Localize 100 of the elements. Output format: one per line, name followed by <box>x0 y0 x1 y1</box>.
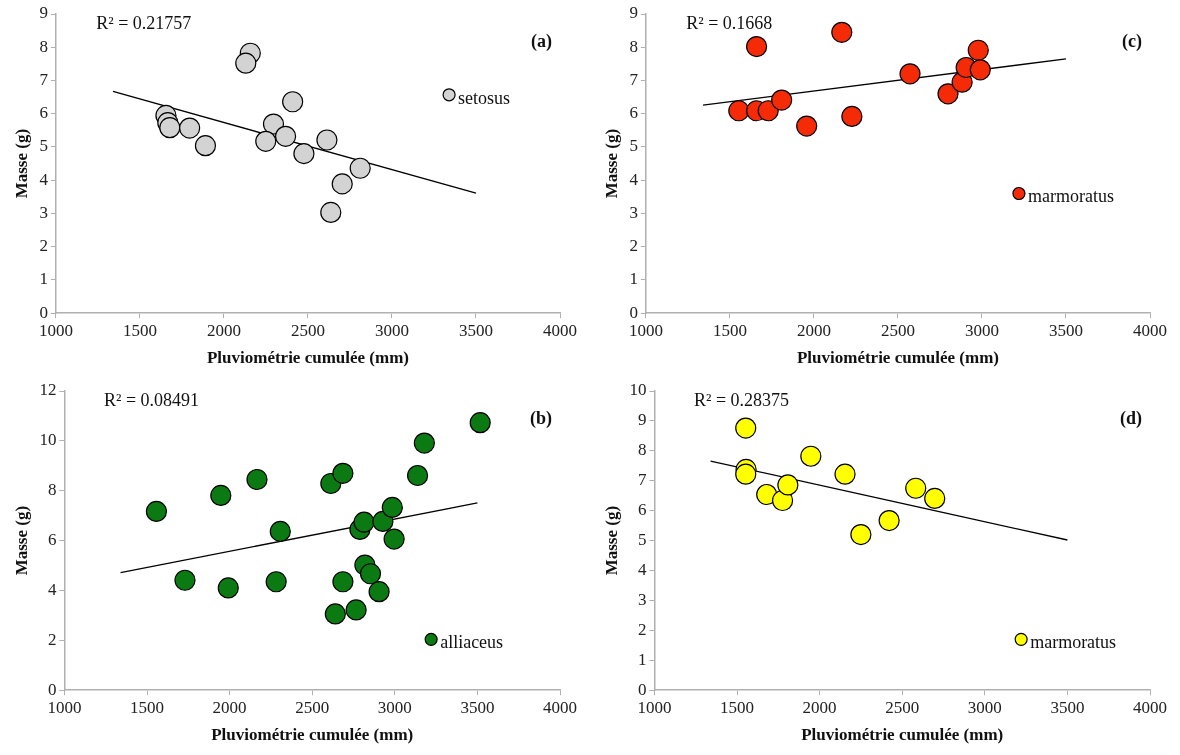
point <box>969 59 991 81</box>
y-tick-label: 0 <box>47 679 57 699</box>
x-axis-title: Pluviométrie cumulée (mm) <box>211 725 414 745</box>
y-tick-label: 10 <box>39 430 57 450</box>
point <box>179 117 201 139</box>
x-tick-label: 1500 <box>122 320 157 340</box>
point <box>194 135 217 157</box>
point <box>834 463 856 485</box>
y-tick-label: 8 <box>47 480 57 500</box>
point <box>359 563 382 585</box>
x-tick-label: 3500 <box>460 697 495 717</box>
y-axis-title: Masse (g) <box>601 128 621 199</box>
point <box>320 201 342 224</box>
point <box>332 571 354 593</box>
point <box>905 477 927 499</box>
annotation: (d) <box>1120 407 1142 429</box>
annotation: R² = 0.1668 <box>686 12 773 33</box>
y-tick-label: 8 <box>629 36 638 56</box>
x-tick-label: 3000 <box>374 320 409 340</box>
point <box>850 524 872 546</box>
point <box>878 509 900 532</box>
y-tick-label: 4 <box>637 559 647 579</box>
annotation: R² = 0.28375 <box>694 389 790 410</box>
y-tick-label: 1 <box>39 269 48 289</box>
point <box>159 117 181 139</box>
point <box>349 157 371 179</box>
legend-label: marmoratus <box>1030 632 1117 653</box>
y-axis-title: Masse (g) <box>601 505 621 576</box>
y-tick-label: 7 <box>629 69 639 89</box>
y-tick-label: 6 <box>39 103 48 123</box>
y-tick-label: 7 <box>637 470 647 490</box>
x-tick-label: 2000 <box>212 697 247 717</box>
point <box>735 463 757 485</box>
y-tick-label: 3 <box>629 202 638 222</box>
x-tick-label: 3500 <box>1048 320 1083 340</box>
y-tick-label: 10 <box>629 380 647 400</box>
point <box>800 445 822 467</box>
x-axis-title: Pluviométrie cumulée (mm) <box>206 348 409 368</box>
annotation: R² = 0.21757 <box>96 12 192 33</box>
x-axis-title: Pluviométrie cumulée (mm) <box>801 725 1004 745</box>
point <box>210 484 232 507</box>
point <box>924 487 946 510</box>
point <box>345 599 367 621</box>
point <box>796 115 818 137</box>
x-tick-label: 3000 <box>967 697 1002 717</box>
annotation: (c) <box>1122 30 1142 52</box>
x-tick-label: 4000 <box>1133 697 1167 717</box>
y-tick-label: 6 <box>629 103 638 123</box>
y-tick-label: 2 <box>637 619 647 639</box>
point <box>735 417 757 439</box>
x-tick-label: 4000 <box>543 320 577 340</box>
point <box>293 143 315 165</box>
point <box>255 130 277 152</box>
point <box>383 528 405 550</box>
y-tick-label: 0 <box>39 302 48 322</box>
y-tick-label: 4 <box>47 579 57 599</box>
y-tick-label: 12 <box>39 380 57 400</box>
y-tick-label: 8 <box>637 440 647 460</box>
legend-label: marmoratus <box>1027 186 1114 207</box>
point <box>235 52 257 74</box>
point <box>331 173 353 195</box>
x-tick-label: 4000 <box>543 697 577 717</box>
point <box>265 571 287 593</box>
point <box>324 603 346 625</box>
point <box>275 125 297 147</box>
y-tick-label: 8 <box>39 36 48 56</box>
x-axis-title: Pluviométrie cumulée (mm) <box>796 348 999 368</box>
x-tick-label: 1000 <box>637 697 672 717</box>
y-tick-label: 5 <box>637 530 647 550</box>
y-tick-label: 9 <box>629 3 638 23</box>
x-tick-label: 3500 <box>458 320 493 340</box>
y-tick-label: 3 <box>637 589 647 609</box>
point <box>368 581 390 603</box>
y-tick-label: 2 <box>47 629 57 649</box>
y-tick-label: 5 <box>629 136 638 156</box>
x-tick-label: 2000 <box>802 697 837 717</box>
y-tick-label: 3 <box>39 202 48 222</box>
point <box>246 468 268 491</box>
x-tick-label: 1500 <box>712 320 747 340</box>
x-tick-label: 2000 <box>206 320 241 340</box>
point <box>174 569 196 591</box>
x-tick-label: 1000 <box>628 320 663 340</box>
point <box>746 35 768 58</box>
y-tick-label: 1 <box>629 269 638 289</box>
y-tick-label: 7 <box>39 69 49 89</box>
x-tick-label: 2000 <box>796 320 831 340</box>
y-tick-label: 2 <box>39 236 48 256</box>
point <box>145 500 168 523</box>
point <box>282 91 304 113</box>
x-tick-label: 2500 <box>295 697 330 717</box>
legend-label: alliaceus <box>440 632 504 653</box>
point <box>777 474 799 496</box>
y-tick-label: 6 <box>637 500 647 520</box>
y-axis-title: Masse (g) <box>11 505 31 576</box>
x-tick-label: 3000 <box>964 320 999 340</box>
x-tick-label: 2500 <box>885 697 920 717</box>
annotation: (a) <box>531 30 552 52</box>
x-tick-label: 3500 <box>1050 697 1085 717</box>
x-tick-label: 2500 <box>290 320 325 340</box>
point <box>831 21 853 43</box>
